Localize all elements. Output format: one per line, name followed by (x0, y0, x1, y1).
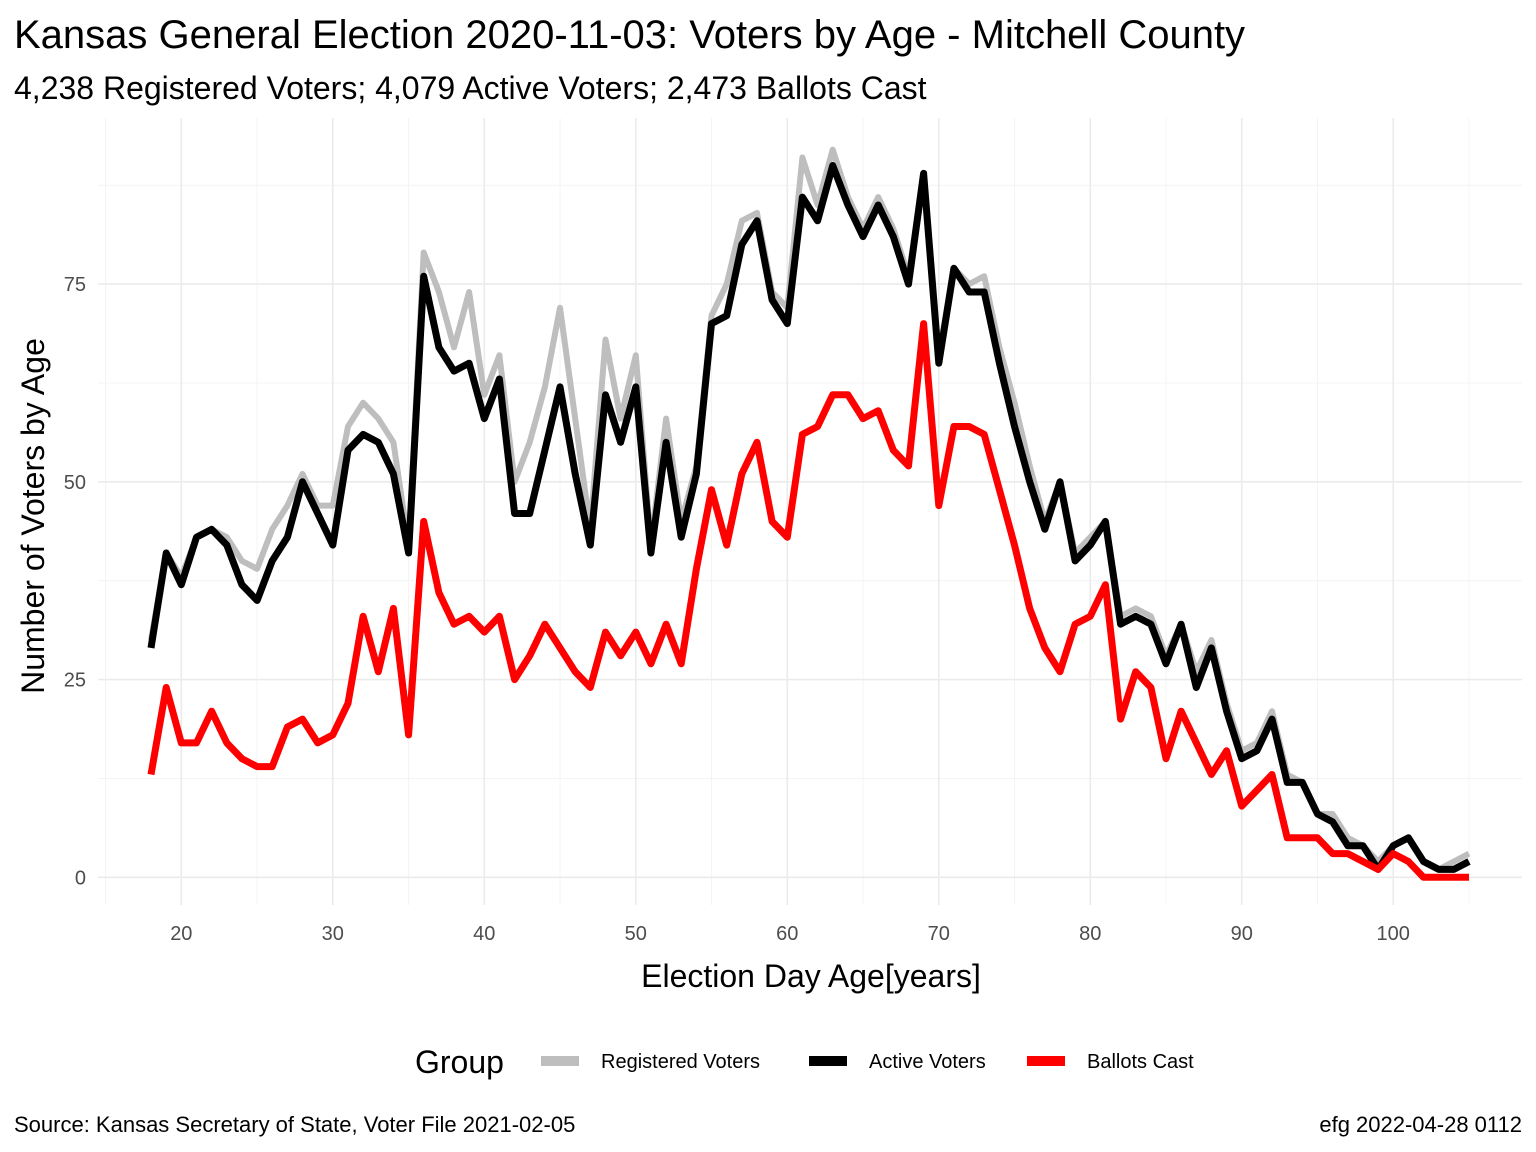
x-tick-label: 60 (776, 923, 798, 945)
x-tick-label: 80 (1079, 923, 1101, 945)
series-line-registered-voters (148, 146, 1471, 873)
series-line-ballots-cast (147, 320, 1469, 881)
legend-title: Group (415, 1044, 504, 1080)
y-tick-label: 0 (75, 867, 86, 889)
y-tick-label: 25 (64, 670, 86, 692)
plot-gridlines (98, 118, 1522, 905)
x-tick-label: 70 (928, 923, 950, 945)
y-tick-label: 50 (64, 472, 86, 494)
x-tick-label: 90 (1231, 923, 1253, 945)
series-lines (147, 146, 1471, 881)
x-axis-title: Election Day Age[years] (641, 958, 981, 994)
x-tick-label: 100 (1377, 923, 1410, 945)
x-tick-label: 20 (170, 923, 192, 945)
legend: Group Registered Voters Active Voters Ball… (415, 1044, 1194, 1080)
chart-title: Kansas General Election 2020-11-03: Vote… (14, 13, 1245, 57)
x-tick-label: 40 (473, 923, 495, 945)
legend-label-registered-voters: Registered Voters (601, 1051, 760, 1073)
y-tick-label: 75 (64, 274, 86, 296)
x-tick-label: 50 (625, 923, 647, 945)
y-axis-title: Number of Voters by Age (15, 338, 51, 694)
legend-label-ballots-cast: Ballots Cast (1087, 1051, 1194, 1073)
credit-caption: efg 2022-04-28 0112 (1319, 1112, 1522, 1137)
source-caption: Source: Kansas Secretary of State, Voter… (14, 1112, 575, 1137)
chart-subtitle: 4,238 Registered Voters; 4,079 Active Vo… (14, 70, 927, 106)
x-tick-label: 30 (322, 923, 344, 945)
axis-ticks: 20 30 40 50 60 70 80 90 100 0 25 50 75 (64, 274, 1410, 945)
legend-label-active-voters: Active Voters (869, 1051, 986, 1073)
series-line-active-voters (147, 162, 1471, 873)
